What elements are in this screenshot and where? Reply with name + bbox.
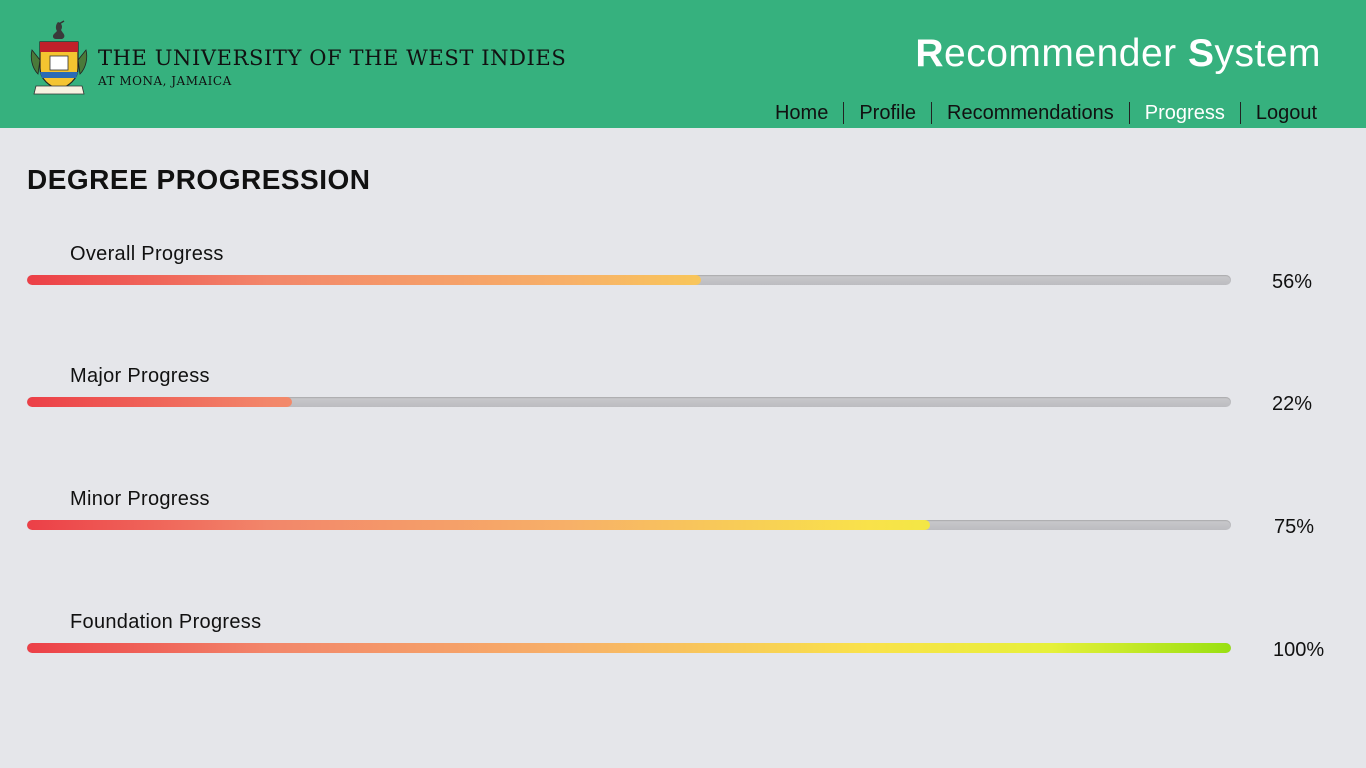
nav-home[interactable]: Home: [774, 102, 829, 124]
progress-fill: [27, 397, 292, 407]
progress-fill: [27, 643, 1231, 653]
university-crest-icon: [30, 20, 88, 95]
progress-track: [27, 643, 1231, 653]
app-title-part-2: ystem: [1214, 32, 1321, 75]
app-title-initial-r: R: [915, 32, 945, 75]
nav-logout[interactable]: Logout: [1239, 102, 1332, 124]
nav-recommendations[interactable]: Recommendations: [931, 102, 1129, 124]
nav-progress[interactable]: Progress: [1128, 102, 1240, 124]
progress-track: [27, 397, 1231, 407]
main-nav: Home Profile Recommendations Progress Lo…: [760, 100, 1332, 126]
progress-major: Major Progress 22%: [0, 365, 1366, 435]
progress-fill: [27, 275, 702, 285]
progress-percent: 22%: [1272, 393, 1313, 415]
header-bar: THE UNIVERSITY OF THE WEST INDIES AT MON…: [0, 0, 1366, 128]
page-title: DEGREE PROGRESSION: [27, 164, 371, 195]
app-title-initial-s: S: [1187, 32, 1215, 75]
progress-track: [27, 520, 1231, 530]
university-subtitle: AT MONA, JAMAICA: [98, 74, 232, 88]
progress-fill: [27, 520, 930, 530]
progress-label: Foundation Progress: [70, 611, 262, 633]
university-name: THE UNIVERSITY OF THE WEST INDIES: [98, 46, 567, 70]
nav-profile[interactable]: Profile: [843, 102, 931, 124]
progress-label: Major Progress: [70, 365, 210, 387]
progress-percent: 75%: [1274, 516, 1315, 538]
progress-label: Overall Progress: [70, 243, 224, 265]
progress-overall: Overall Progress 56%: [0, 243, 1366, 313]
app-title-part-1: ecommender: [944, 32, 1188, 75]
progress-track: [27, 275, 1231, 285]
progress-minor: Minor Progress 75%: [0, 488, 1366, 558]
progress-foundation: Foundation Progress 100%: [0, 611, 1366, 681]
app-title: Recommender System: [915, 32, 1321, 76]
progress-label: Minor Progress: [70, 488, 210, 510]
progress-percent: 100%: [1273, 639, 1325, 661]
progress-percent: 56%: [1272, 271, 1313, 293]
